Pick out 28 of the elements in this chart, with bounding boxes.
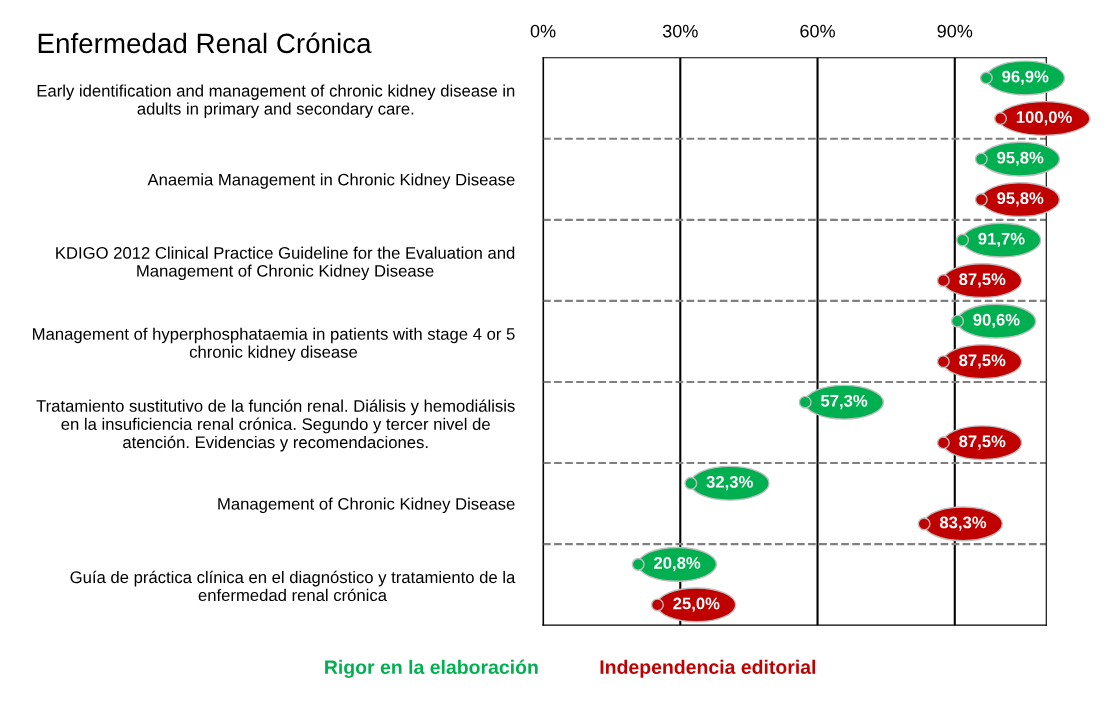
x-tick-label: 30% xyxy=(662,24,698,38)
data-label: 100,0% xyxy=(1016,111,1072,126)
data-label: 90,6% xyxy=(973,313,1020,329)
text: Rigor en la elaboración xyxy=(325,659,538,678)
y-tick-label: Anaemia Management in Chronic Kidney Disease xyxy=(147,173,515,189)
text: Independencia editorial xyxy=(600,659,816,678)
y-tick-label: Management of Chronic Kidney Disease xyxy=(218,497,515,514)
data-label: 20,8% xyxy=(654,557,701,572)
data-label: 91,7% xyxy=(978,232,1025,247)
data-label: 25,0% xyxy=(673,597,720,612)
y-tick-label: Early identification and management of chronic kidney disease in adults in primary and secondary care. xyxy=(37,84,515,118)
data-label: 87,5% xyxy=(959,354,1006,369)
data-label: 32,3% xyxy=(706,475,753,491)
data-label: 57,3% xyxy=(820,394,868,410)
y-tick-label: Guía de práctica clínica en el diagnóstico y tratamiento de la enfermedad renal crónica xyxy=(70,570,516,602)
y-tick-label: Tratamiento sustitutivo de la función renal. Diálisis y hemodiálisis en la insuficiencia renal crónica. Segundo y tercer nivel de atención. Evidencias y recomendaciones. xyxy=(36,399,515,452)
data-label: 83,3% xyxy=(939,516,987,531)
y-tick-label: Management of hyperphosphataemia in patients with stage 4 or 5 chronic kidney disease xyxy=(33,327,515,362)
data-label: 87,5% xyxy=(959,435,1006,450)
x-tick-label: 90% xyxy=(937,24,973,38)
x-tick-label: 0% xyxy=(530,24,556,38)
data-label: 96,9% xyxy=(1002,70,1049,85)
y-tick-label: KDIGO 2012 Clinical Practice Guideline for the Evaluation and Management of Chronic Kidney Disease xyxy=(56,246,515,281)
x-tick-label: 60% xyxy=(800,24,835,38)
data-label: 87,5% xyxy=(959,273,1006,288)
data-label: 95,8% xyxy=(997,151,1044,166)
text: Enfermedad Renal Crónica xyxy=(38,32,372,54)
data-label: 95,8% xyxy=(997,192,1044,207)
